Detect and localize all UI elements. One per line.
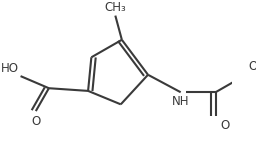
- Text: O: O: [220, 119, 229, 132]
- Text: HO: HO: [1, 62, 18, 75]
- Text: O: O: [31, 115, 40, 128]
- Text: O: O: [248, 60, 256, 73]
- Text: NH: NH: [172, 95, 189, 108]
- Text: CH₃: CH₃: [104, 1, 126, 14]
